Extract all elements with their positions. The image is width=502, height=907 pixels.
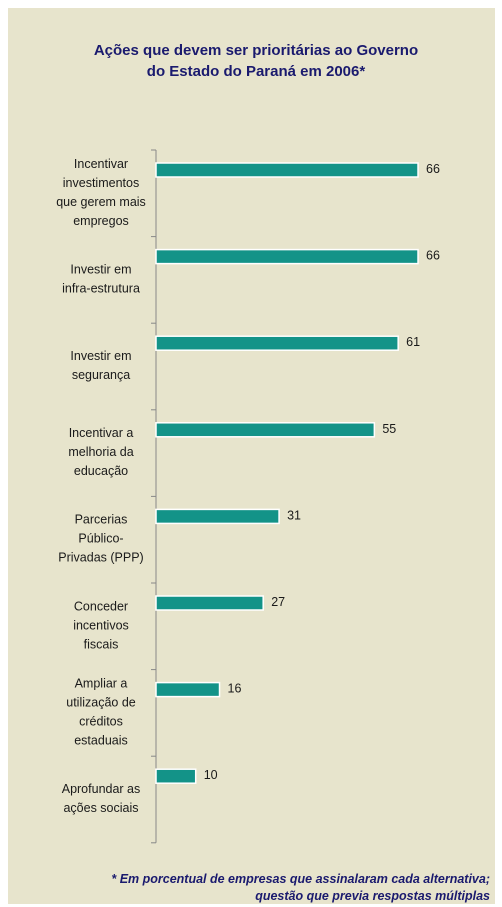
value-label: 16 [228,682,242,696]
value-label: 31 [287,509,301,523]
category-label: Incentivar investimentos que gerem mais emp… [56,157,146,228]
bar [155,422,376,438]
value-label: 61 [406,335,420,349]
value-label: 55 [382,422,396,436]
footnote: * Em porcentual de empresas que assinala… [111,872,490,903]
bar [155,162,419,178]
category-label: Ampliar a utilização de créditos estaduais [66,677,136,748]
category-label: Incentivar a melhoria da educação [68,426,133,478]
category-label: Investir em segurança [70,349,131,382]
category-label: Investir em infra-estrutura [62,263,140,296]
category-label: Conceder incentivos fiscais [73,600,129,652]
chart-title: Ações que devem ser prioritárias ao Gove… [94,42,418,80]
panel [8,8,495,904]
category-label: Aprofundar as ações sociais [62,782,141,815]
value-label: 66 [426,162,440,176]
value-label: 10 [204,768,218,782]
bar [155,248,419,265]
bar [155,681,221,698]
bar [155,335,399,351]
bar [155,595,264,611]
bar [155,508,280,525]
value-label: 66 [426,249,440,263]
value-label: 27 [271,595,285,609]
category-label: Parcerias Público-Privadas (PPP) [58,513,143,565]
bar [155,768,197,784]
